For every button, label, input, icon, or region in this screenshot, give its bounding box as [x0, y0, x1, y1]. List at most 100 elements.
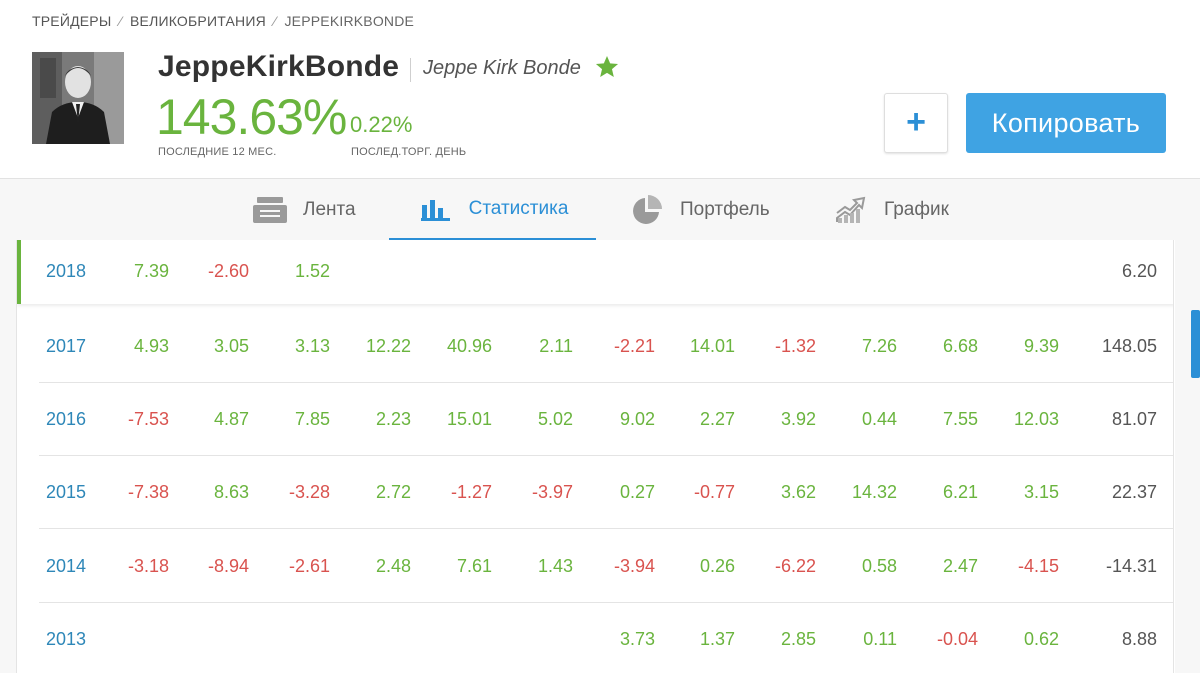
- month-cell: [169, 602, 249, 673]
- month-cell: 9.02: [619, 409, 655, 429]
- breadcrumb-country[interactable]: ВЕЛИКОБРИТАНИЯ: [130, 13, 266, 29]
- month-cell: 1.37: [699, 629, 735, 649]
- year-total-cell: 81.07: [1111, 409, 1157, 429]
- bar-chart-icon: [417, 194, 455, 224]
- trend-chart-icon: [832, 195, 870, 225]
- month-cell: [575, 240, 655, 303]
- month-cell: 7.26: [861, 336, 897, 356]
- month-cell: -0.77: [693, 482, 735, 502]
- month-cell: 40.96: [446, 336, 492, 356]
- left-gutter: [0, 240, 16, 673]
- month-cell: [89, 602, 169, 673]
- month-cell: [736, 240, 816, 303]
- table-row: 2017 4.93 3.05 3.13 12.22 40.96 2.11 -2.21 14.01…: [17, 309, 1173, 383]
- month-cell: -3.97: [531, 482, 573, 502]
- table-row: 2015 -7.38 8.63 -3.28 2.72 -1.27 -3.97 0.27 -0.7…: [17, 455, 1173, 529]
- table-row: 2016 -7.53 4.87 7.85 2.23 15.01 5.02 9.02 2.27 3.…: [17, 382, 1173, 456]
- month-cell: -7.38: [127, 482, 169, 502]
- pie-chart-icon: [628, 194, 666, 225]
- month-cell: 14.01: [689, 336, 735, 356]
- month-cell: 2.48: [375, 556, 411, 576]
- month-cell: [331, 602, 411, 673]
- month-cell: 3.92: [780, 409, 816, 429]
- month-cell: 0.11: [863, 629, 897, 649]
- month-cell: 7.55: [942, 409, 978, 429]
- month-cell: 12.22: [365, 336, 411, 356]
- month-cell: 0.44: [861, 409, 897, 429]
- month-cell: -0.04: [936, 629, 978, 649]
- month-cell: [412, 602, 492, 673]
- tab-feed-label: Лента: [303, 198, 356, 220]
- scrollbar-thumb[interactable]: [1191, 310, 1200, 378]
- year-total-cell: 8.88: [1121, 629, 1157, 649]
- tab-chart[interactable]: График: [832, 179, 949, 240]
- month-cell: -2.21: [613, 336, 655, 356]
- month-cell: 2.72: [375, 482, 411, 502]
- breadcrumb: ТРЕЙДЕРЫ ⁄ ВЕЛИКОБРИТАНИЯ ⁄ JEPPEKIRKBON…: [32, 13, 414, 29]
- month-cell: 2.27: [699, 409, 735, 429]
- year-cell[interactable]: 2016: [46, 409, 87, 429]
- row-divider: [39, 455, 1173, 456]
- month-cell: [331, 240, 411, 303]
- month-cell: 4.87: [213, 409, 249, 429]
- month-cell: -3.18: [127, 556, 169, 576]
- month-cell: [655, 240, 735, 303]
- month-cell: 3.73: [619, 629, 655, 649]
- month-cell: 3.05: [213, 336, 249, 356]
- breadcrumb-separator: ⁄: [273, 13, 277, 29]
- avatar: [32, 52, 124, 144]
- month-cell: 6.68: [942, 336, 978, 356]
- breadcrumb-traders[interactable]: ТРЕЙДЕРЫ: [32, 13, 112, 29]
- breadcrumb-current: JEPPEKIRKBONDE: [284, 13, 415, 29]
- month-cell: -6.22: [774, 556, 816, 576]
- month-cell: -4.15: [1017, 556, 1059, 576]
- month-cell: 5.02: [537, 409, 573, 429]
- add-to-watchlist-button[interactable]: +: [884, 93, 948, 153]
- month-cell: 8.63: [213, 482, 249, 502]
- trader-header: ТРЕЙДЕРЫ ⁄ ВЕЛИКОБРИТАНИЯ ⁄ JEPPEKIRKBON…: [0, 0, 1200, 178]
- year-cell[interactable]: 2017: [46, 336, 87, 356]
- month-cell: 7.61: [456, 556, 492, 576]
- row-divider: [39, 382, 1173, 383]
- star-icon[interactable]: [594, 54, 620, 80]
- tab-portfolio[interactable]: Портфель: [628, 179, 770, 240]
- year-total-cell: 148.05: [1101, 336, 1157, 356]
- month-cell: 0.58: [861, 556, 897, 576]
- year-cell[interactable]: 2015: [46, 482, 87, 502]
- month-cell: [979, 240, 1059, 303]
- table-row: 2013 3.73 1.37 2.85 0.11 -0.04 0.62 8.88: [17, 602, 1173, 673]
- month-cell: 1.52: [294, 261, 330, 281]
- tab-feed[interactable]: Лента: [251, 179, 356, 240]
- month-cell: 1.43: [537, 556, 573, 576]
- month-cell: -3.28: [288, 482, 330, 502]
- month-cell: -3.94: [613, 556, 655, 576]
- right-gutter: [1175, 240, 1200, 673]
- gain-last-day: 0.22%: [350, 112, 413, 137]
- feed-icon: [251, 195, 289, 225]
- year-cell[interactable]: 2013: [46, 629, 87, 649]
- plus-icon: +: [906, 102, 926, 141]
- year-cell[interactable]: 2018: [46, 261, 87, 281]
- month-cell: 2.23: [375, 409, 411, 429]
- year-cell[interactable]: 2014: [46, 556, 87, 576]
- breadcrumb-separator: ⁄: [119, 13, 122, 29]
- month-cell: 0.27: [619, 482, 655, 502]
- month-cell: 3.62: [780, 482, 816, 502]
- month-cell: 4.93: [133, 336, 169, 356]
- tab-statistics[interactable]: Статистика: [389, 179, 596, 240]
- month-cell: 12.03: [1013, 409, 1059, 429]
- month-cell: 7.85: [294, 409, 330, 429]
- month-cell: 15.01: [446, 409, 492, 429]
- month-cell: [412, 240, 492, 303]
- table-row: 2018 7.39 -2.60 1.52 6.20: [17, 240, 1173, 304]
- copy-button[interactable]: Копировать: [966, 93, 1166, 153]
- month-cell: 0.26: [699, 556, 735, 576]
- year-total-cell: 22.37: [1111, 482, 1157, 502]
- month-cell: 3.13: [294, 336, 330, 356]
- month-cell: -2.61: [288, 556, 330, 576]
- month-cell: [250, 602, 330, 673]
- month-cell: [817, 240, 897, 303]
- month-cell: [898, 240, 978, 303]
- tab-chart-label: График: [884, 198, 949, 220]
- month-cell: [493, 240, 573, 303]
